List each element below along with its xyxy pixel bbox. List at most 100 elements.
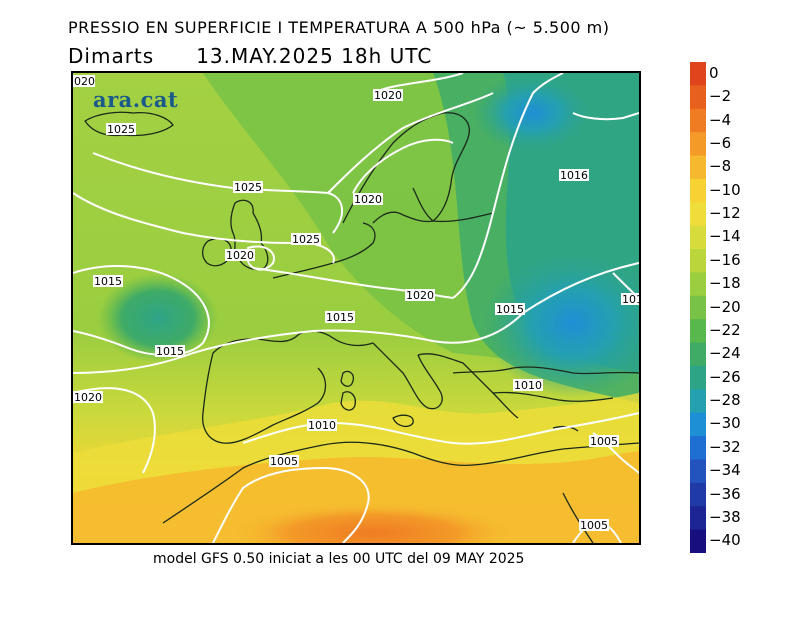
colorbar-label: −4 xyxy=(709,110,732,129)
warm-core-south xyxy=(233,503,513,543)
isobar-label: 1020 xyxy=(73,391,103,404)
isobar-label: 1025 xyxy=(106,123,136,136)
adriatic-coast xyxy=(417,353,519,419)
colorbar-segment xyxy=(690,225,706,250)
colorbar-label: −40 xyxy=(709,531,741,550)
sardinia-coast xyxy=(340,391,356,411)
iberia-coast xyxy=(202,352,327,444)
map-canvas: 020 1020 1025 1016 1025 1020 1025 1020 1… xyxy=(73,73,639,543)
colorbar-label: −26 xyxy=(709,367,741,386)
isobar-1015-atlantic xyxy=(73,265,210,356)
cold-core-northeast xyxy=(473,73,593,153)
isobar-label: 1015 xyxy=(495,303,525,316)
colorbar xyxy=(690,62,706,553)
colorbar-segment xyxy=(690,389,706,414)
isobar-label: 1015 xyxy=(325,311,355,324)
colorbar-segment xyxy=(690,506,706,531)
colorbar-label: −14 xyxy=(709,227,741,246)
colorbar-label: −18 xyxy=(709,274,741,293)
cold-core-east xyxy=(483,248,639,398)
isobars xyxy=(73,73,639,543)
isobar-1015-central xyxy=(73,262,639,374)
red-sea-coast xyxy=(562,492,594,543)
colorbar-segment xyxy=(690,529,706,553)
isobar-label: 1010 xyxy=(307,419,337,432)
colorbar-segment xyxy=(690,295,706,320)
colorbar-label: −22 xyxy=(709,320,741,339)
colorbar-segment xyxy=(690,319,706,344)
colorbar-segment xyxy=(690,108,706,133)
cold-core-atlantic xyxy=(98,273,218,363)
svg-text:1020: 1020 xyxy=(374,89,402,102)
isobar-label: 1005 xyxy=(579,519,609,532)
colorbar-label: −10 xyxy=(709,180,741,199)
svg-text:1020: 1020 xyxy=(354,193,382,206)
isobar-1020-britain xyxy=(247,245,275,271)
isobar-labels: 020 1020 1025 1016 1025 1020 1025 1020 1… xyxy=(73,75,639,532)
svg-text:1020: 1020 xyxy=(74,391,102,404)
svg-text:1025: 1025 xyxy=(292,233,320,246)
colorbar-label: 0 xyxy=(709,63,719,82)
svg-text:1010: 1010 xyxy=(514,379,542,392)
colorbar-label: −20 xyxy=(709,297,741,316)
colorbar-segment xyxy=(690,272,706,297)
colorbar-label: −2 xyxy=(709,87,732,106)
isobar-1005-south xyxy=(212,466,370,543)
colorbar-segment xyxy=(690,365,706,390)
forecast-day: Dimarts xyxy=(68,44,155,68)
colorbar-label: −24 xyxy=(709,344,741,363)
colorbar-segment xyxy=(690,62,706,86)
north-africa-coast xyxy=(162,441,639,524)
svg-text:1016: 1016 xyxy=(560,169,588,182)
isobar-label: 1020 xyxy=(373,89,403,102)
black-sea-coast xyxy=(452,366,639,375)
svg-text:1005: 1005 xyxy=(590,435,618,448)
colorbar-segment xyxy=(690,85,706,110)
svg-text:1025: 1025 xyxy=(107,123,135,136)
colorbar-label: −32 xyxy=(709,437,741,456)
coastlines xyxy=(84,111,639,543)
svg-text:1015: 1015 xyxy=(156,345,184,358)
isobar-label: 1015 xyxy=(93,275,123,288)
corsica-coast xyxy=(340,370,354,387)
svg-text:1020: 1020 xyxy=(226,249,254,262)
colorbar-segment xyxy=(690,459,706,484)
colorbar-segment xyxy=(690,202,706,227)
svg-text:101: 101 xyxy=(622,293,639,306)
colorbar-segment xyxy=(690,249,706,274)
svg-text:1005: 1005 xyxy=(580,519,608,532)
isobar-1016-northeast xyxy=(572,112,639,121)
colorbar-labels: 0 −2 −4 −6 −8 −10 −12 −14 −16 −18 −20 −22 −24 −26 −28 −… xyxy=(709,62,779,553)
colorbar-segment xyxy=(690,482,706,507)
colorbar-label: −34 xyxy=(709,461,741,480)
biscay-coast xyxy=(212,330,374,354)
svg-text:1020: 1020 xyxy=(406,289,434,302)
svg-text:1015: 1015 xyxy=(496,303,524,316)
isobar-1020-west xyxy=(73,387,156,474)
colorbar-segment xyxy=(690,412,706,437)
colorbar-label: −16 xyxy=(709,250,741,269)
svg-text:1015: 1015 xyxy=(94,275,122,288)
anatolia-coast xyxy=(492,391,614,402)
isobar-label: 1005 xyxy=(589,435,619,448)
svg-text:1025: 1025 xyxy=(234,181,262,194)
map-title: PRESSIO EN SUPERFICIE I TEMPERATURA A 50… xyxy=(68,18,610,37)
isobar-label: 1016 xyxy=(559,169,589,182)
svg-text:1015: 1015 xyxy=(326,311,354,324)
colorbar-segment xyxy=(690,436,706,461)
isobar-label: 1010 xyxy=(513,379,543,392)
svg-text:1005: 1005 xyxy=(270,455,298,468)
isobar-1025-north xyxy=(327,92,494,194)
isobar-1020-east xyxy=(452,73,564,299)
isobar-label: 1015 xyxy=(155,345,185,358)
ara-cat-logo: ara.cat xyxy=(93,87,179,112)
model-info: model GFS 0.50 iniciat a les 00 UTC del … xyxy=(153,551,525,567)
colorbar-label: −38 xyxy=(709,507,741,526)
isobar-1020-scandi xyxy=(352,138,454,194)
colorbar-label: −28 xyxy=(709,391,741,409)
colorbar-segment xyxy=(690,155,706,180)
sicily-coast xyxy=(392,414,414,428)
isobar-label: 020 xyxy=(73,75,95,88)
colorbar-label: −30 xyxy=(709,414,741,433)
isobar-label: 1025 xyxy=(291,233,321,246)
